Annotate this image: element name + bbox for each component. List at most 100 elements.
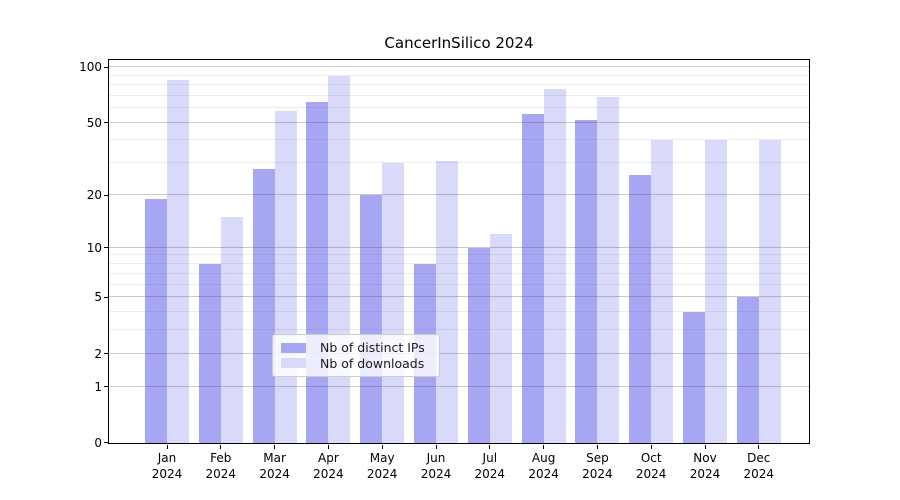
- x-tick-label-jul: Jul 2024: [462, 450, 518, 482]
- x-tick-dec: [758, 445, 760, 449]
- bar-distinct-ips-feb: [198, 264, 221, 443]
- x-tick-month: Jan: [157, 451, 177, 465]
- major-gridline-y-2: [109, 352, 809, 354]
- x-tick-oct: [650, 445, 652, 449]
- x-tick-year: 2024: [420, 467, 452, 481]
- bar-distinct-ips-jan: [145, 198, 167, 443]
- x-tick-label-may: May 2024: [354, 450, 410, 482]
- x-tick-month: Dec: [747, 451, 771, 465]
- plot-area: 0 1 2 5 10 20 50 100 Jan 2024 Feb 2024 Mar 2024 Apr 202…: [79, 59, 810, 481]
- x-tick-year: 2024: [635, 467, 667, 481]
- x-tick-year: 2024: [366, 467, 398, 481]
- x-tick-year: 2024: [205, 467, 237, 481]
- x-tick-jan: [166, 445, 168, 449]
- x-tick-jun: [435, 445, 437, 449]
- bar-downloads-feb: [220, 217, 243, 443]
- x-tick-label-aug: Aug 2024: [516, 450, 572, 482]
- minor-gridline-y-90: [109, 74, 809, 76]
- x-tick-year: 2024: [474, 467, 506, 481]
- x-tick-aug: [543, 445, 545, 449]
- x-tick-label-jun: Jun 2024: [408, 450, 464, 482]
- x-tick-label-dec: Dec 2024: [731, 450, 787, 482]
- x-tick-label-sep: Sep 2024: [569, 450, 625, 482]
- x-tick-year: 2024: [259, 467, 290, 481]
- minor-gridline-y-7: [109, 272, 809, 274]
- bar-downloads-jun: [436, 160, 458, 443]
- minor-gridline-y-30: [109, 162, 809, 164]
- x-tick-year: 2024: [582, 467, 613, 481]
- minor-gridline-y-3: [109, 329, 809, 331]
- x-tick-month: Apr: [318, 451, 339, 465]
- x-tick-may: [381, 445, 383, 449]
- bar-distinct-ips-sep: [575, 119, 598, 443]
- bar-downloads-nov: [705, 140, 727, 443]
- x-tick-month: Nov: [693, 451, 717, 465]
- x-tick-year: 2024: [743, 467, 775, 481]
- x-tick-year: 2024: [151, 467, 183, 481]
- minor-gridline-y-6: [109, 283, 809, 285]
- x-tick-nov: [704, 445, 706, 449]
- x-tick-label-oct: Oct 2024: [623, 450, 679, 482]
- y-tick-label-2: 2: [94, 346, 102, 361]
- y-tick-2: [104, 353, 108, 354]
- bar-downloads-apr: [328, 76, 351, 443]
- y-tick-1: [104, 386, 108, 387]
- legend-item-distinct-ips: Nb of distinct IPs: [281, 340, 431, 355]
- x-tick-month: Jul: [482, 451, 498, 465]
- legend-swatch-distinct-ips: [281, 342, 306, 353]
- bar-distinct-ips-dec: [736, 297, 759, 443]
- legend-item-downloads: Nb of downloads: [281, 356, 431, 371]
- major-gridline-y-5: [109, 296, 809, 297]
- legend-label-downloads: Nb of downloads: [320, 355, 425, 371]
- x-tick-jul: [489, 445, 491, 449]
- minor-gridline-y-70: [109, 94, 809, 96]
- y-tick-50: [104, 122, 108, 124]
- chart-title: CancerInSilico 2024: [384, 34, 534, 52]
- bar-downloads-sep: [597, 96, 620, 443]
- x-tick-month: Aug: [531, 451, 556, 465]
- major-gridline-y-1: [109, 385, 809, 387]
- y-tick-0: [104, 442, 108, 443]
- y-tick-label-100: 100: [79, 60, 102, 74]
- x-tick-label-apr: Apr 2024: [300, 450, 356, 482]
- x-tick-month: Feb: [210, 451, 232, 465]
- y-tick-5: [104, 296, 108, 298]
- x-tick-year: 2024: [313, 467, 344, 481]
- y-tick-label-20: 20: [86, 188, 102, 202]
- bar-downloads-may: [382, 163, 405, 443]
- bar-distinct-ips-may: [360, 195, 383, 443]
- major-gridline-y-20: [109, 194, 809, 195]
- bar-distinct-ips-oct: [629, 174, 652, 443]
- bar-distinct-ips-mar: [252, 168, 275, 443]
- y-tick-label-10: 10: [86, 240, 102, 255]
- bar-distinct-ips-jul: [467, 247, 490, 443]
- y-tick-20: [104, 194, 108, 196]
- x-tick-sep: [596, 445, 598, 449]
- minor-gridline-y-9: [109, 254, 809, 256]
- minor-gridline-y-40: [109, 139, 809, 141]
- x-tick-feb: [220, 445, 222, 449]
- minor-gridline-y-80: [109, 84, 809, 85]
- minor-gridline-y-60: [109, 107, 809, 109]
- x-tick-year: 2024: [689, 467, 721, 481]
- bar-downloads-mar: [274, 110, 297, 443]
- y-tick-100: [104, 66, 108, 68]
- bar-downloads-jan: [167, 80, 189, 443]
- major-gridline-y-10: [109, 246, 809, 248]
- y-tick-10: [104, 247, 108, 249]
- legend: Nb of distinct IPs Nb of downloads: [272, 334, 440, 377]
- x-tick-month: Jun: [426, 451, 446, 465]
- minor-gridline-y-4: [109, 310, 809, 312]
- x-tick-month: May: [369, 451, 395, 465]
- legend-label-distinct-ips: Nb of distinct IPs: [320, 340, 425, 356]
- bar-downloads-jul: [489, 234, 512, 443]
- bar-distinct-ips-aug: [521, 113, 544, 443]
- x-tick-month: Sep: [586, 451, 609, 465]
- bar-distinct-ips-nov: [683, 311, 705, 443]
- x-tick-year: 2024: [528, 467, 559, 481]
- minor-gridline-y-8: [109, 263, 809, 264]
- x-tick-label-nov: Nov 2024: [677, 450, 733, 482]
- x-tick-label-feb: Feb 2024: [193, 450, 249, 482]
- major-gridline-y-50: [109, 121, 809, 123]
